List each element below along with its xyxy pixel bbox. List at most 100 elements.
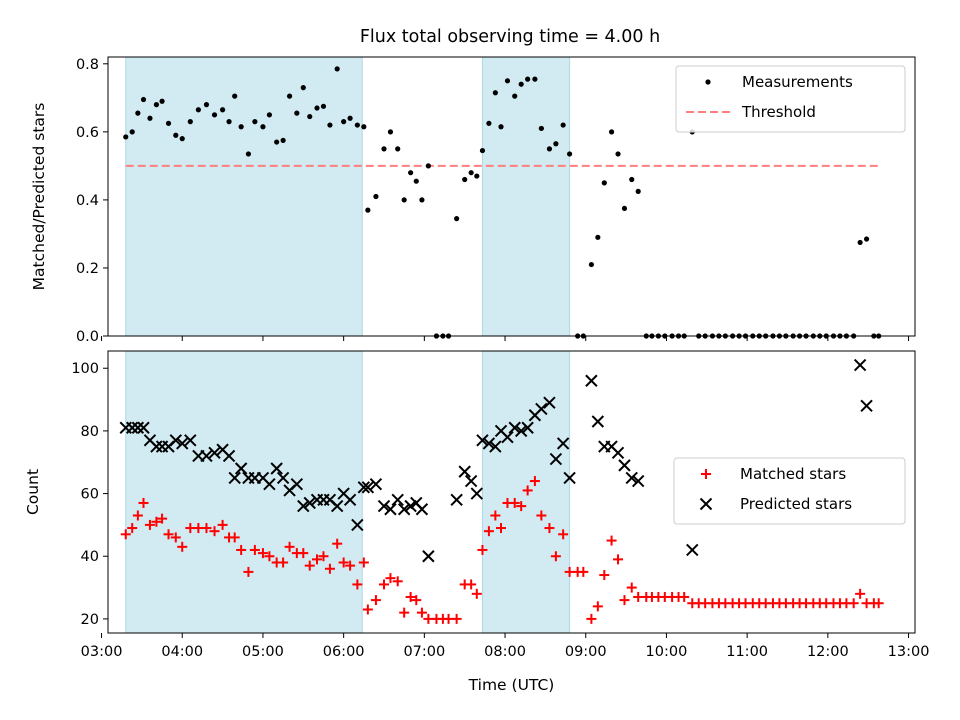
matched-point xyxy=(138,497,149,508)
predicted-point-b xyxy=(377,499,391,513)
matched-point xyxy=(483,526,494,537)
predicted-point-b xyxy=(330,499,344,513)
bottom-panel: 20 40 60 80 100 03:00 04:00 05:00 06:00 07:00 08:… xyxy=(24,350,930,694)
predicted-point-b xyxy=(323,493,337,507)
x-tick-label: 03:00 xyxy=(81,644,123,660)
predicted-point-b xyxy=(351,518,364,532)
x-tick-label: 13:00 xyxy=(888,644,930,660)
measurement-point xyxy=(129,129,135,135)
measurement-point xyxy=(179,136,185,142)
measurement-point xyxy=(307,113,313,120)
predicted-point xyxy=(476,434,489,447)
predicted-point-b xyxy=(404,499,417,513)
measurement-point xyxy=(454,216,460,222)
measurement-point xyxy=(187,119,193,125)
matched-point xyxy=(132,510,143,521)
predicted-point xyxy=(860,399,873,413)
matched-point xyxy=(157,513,168,524)
measurement-point xyxy=(474,173,480,179)
predicted-point-b xyxy=(543,396,556,409)
measurement-point xyxy=(219,107,226,113)
predicted-point xyxy=(422,550,435,563)
predicted-point-b xyxy=(222,449,236,463)
measurement-point xyxy=(615,151,621,157)
predicted-point-b xyxy=(464,474,478,488)
predicted-point-b xyxy=(143,434,157,447)
predicted-point xyxy=(508,421,521,434)
top-ytick-label: 0.2 xyxy=(76,261,99,277)
x-tick-label: 12:00 xyxy=(807,644,849,660)
predicted-point-b xyxy=(290,477,304,491)
measurement-point xyxy=(314,105,320,111)
matched-point xyxy=(522,485,533,496)
measurement-point xyxy=(857,239,863,246)
predicted-point xyxy=(343,493,357,507)
matched-point xyxy=(599,570,610,581)
matched-point xyxy=(558,529,569,540)
x-tick-label: 07:00 xyxy=(403,644,445,660)
measurement-point xyxy=(567,151,573,157)
measurement-point xyxy=(401,197,407,203)
predicted-point-b xyxy=(234,462,248,475)
bottom-legend-key-x xyxy=(699,497,713,511)
predicted-point-b xyxy=(508,421,521,434)
measurement-point xyxy=(468,170,474,176)
matched-point xyxy=(592,601,603,612)
predicted-point xyxy=(482,437,496,450)
predicted-point-b xyxy=(422,550,435,563)
top-ytick-label: 0.6 xyxy=(76,125,99,141)
predicted-point xyxy=(489,440,502,453)
measurement-point xyxy=(635,188,641,194)
top-ytick-label: 0.0 xyxy=(76,329,99,345)
predicted-point-b xyxy=(625,471,638,485)
predicted-point-b xyxy=(611,446,625,460)
measurement-point xyxy=(211,112,218,118)
predicted-point-b xyxy=(208,446,221,460)
matched-point xyxy=(370,595,381,606)
matched-point xyxy=(236,544,247,555)
measurement-point xyxy=(140,96,147,103)
predicted-point xyxy=(150,440,163,453)
predicted-point xyxy=(222,449,236,463)
measurement-point xyxy=(486,120,492,126)
measurement-point xyxy=(608,129,615,135)
bottom-ytick-label: 100 xyxy=(71,361,99,377)
measurement-point xyxy=(425,163,431,169)
predicted-point-b xyxy=(256,471,270,485)
measurement-point xyxy=(260,124,266,130)
predicted-point-b xyxy=(482,437,496,450)
matched-point xyxy=(201,523,212,534)
matched-point xyxy=(848,598,859,609)
predicted-point-b xyxy=(200,449,213,463)
measurement-point xyxy=(300,85,306,91)
predicted-point-b xyxy=(556,437,570,450)
predicted-point xyxy=(208,446,221,460)
bottom-x-axis: 03:00 04:00 05:00 06:00 07:00 08:00 09:00 10:00… xyxy=(81,633,930,660)
measurement-point xyxy=(252,119,258,125)
measurement-point xyxy=(361,124,367,130)
measurement-point xyxy=(266,112,272,118)
predicted-point-b xyxy=(514,424,528,438)
measurement-point xyxy=(173,132,179,138)
predicted-point-b xyxy=(521,421,534,434)
predicted-point xyxy=(464,474,478,488)
top-legend-label: Measurements xyxy=(742,73,853,91)
bottom-legend-box xyxy=(673,457,906,525)
matched-point xyxy=(249,544,260,555)
matched-point xyxy=(209,526,220,537)
matched-point xyxy=(352,579,363,590)
matched-point xyxy=(471,588,482,599)
predicted-point-b xyxy=(397,503,411,516)
predicted-point-b xyxy=(357,481,371,494)
matched-point xyxy=(170,532,181,543)
measurement-point xyxy=(238,124,244,130)
predicted-point xyxy=(184,434,197,447)
x-tick-label: 05:00 xyxy=(242,644,284,660)
x-tick-label: 09:00 xyxy=(565,644,607,660)
matched-point xyxy=(405,591,416,602)
measurement-point xyxy=(365,207,371,213)
predicted-point-b xyxy=(361,481,375,494)
bottom-y-axis: 20 40 60 80 100 xyxy=(71,361,108,628)
predicted-point xyxy=(361,481,375,494)
matched-point xyxy=(477,544,488,555)
